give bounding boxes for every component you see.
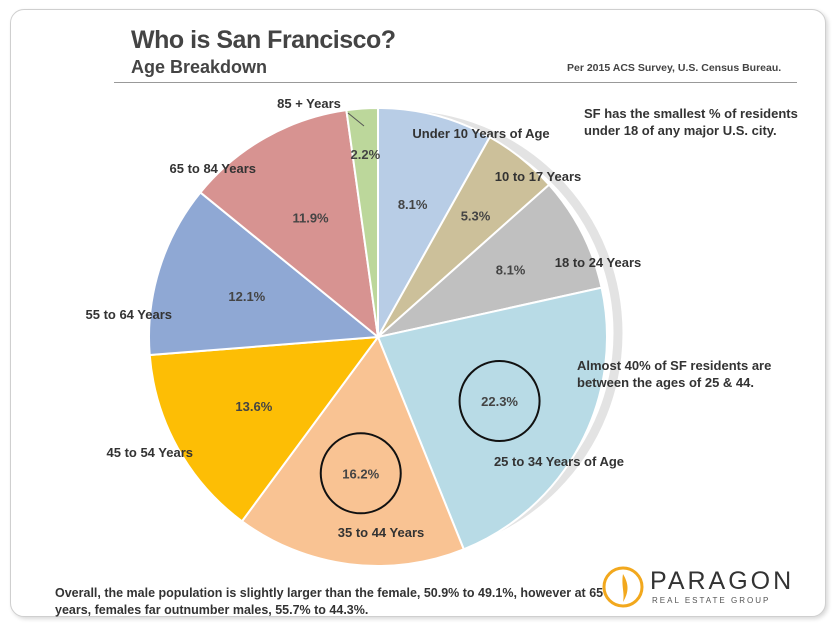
chart-title: Who is San Francisco? (131, 26, 396, 54)
slice-name-label: 65 to 84 Years (170, 161, 257, 176)
slice-name-label: 25 to 34 Years of Age (494, 454, 624, 469)
label-leader-line (347, 112, 365, 127)
slice-name-label: 55 to 64 Years (86, 307, 173, 322)
highlight-circle (319, 432, 402, 515)
slice-percent-label: 13.6% (235, 399, 272, 414)
annotation-25-44: Almost 40% of SF residents are between t… (577, 358, 772, 390)
slice-percent-label: 16.2% (342, 466, 379, 481)
pie-slice (374, 183, 603, 339)
slice-name-label: 45 to 54 Years (107, 445, 194, 460)
pie-slice (377, 106, 492, 341)
logo-wordmark: PARAGON (650, 567, 795, 595)
highlight-circle (458, 360, 541, 443)
slice-percent-label: 11.9% (292, 210, 329, 225)
annotation-under-18: SF has the smallest % of residents under… (584, 106, 798, 138)
slice-name-label: 18 to 24 Years (555, 255, 642, 270)
slice-percent-label: 8.1% (496, 262, 526, 277)
paragon-logo: PARAGON REAL ESTATE GROUP (602, 565, 807, 610)
chart-subtitle: Age Breakdown (131, 57, 268, 77)
slice-percent-label: 2.2% (351, 147, 381, 162)
pie-slice (376, 286, 608, 551)
flame-icon (602, 566, 644, 608)
slice-name-label: 85 + Years (277, 96, 341, 111)
slice-percent-label: 22.3% (481, 394, 518, 409)
pie-slice (148, 335, 381, 523)
pie-slice (198, 109, 380, 340)
slice-name-label: 10 to 17 Years (495, 169, 582, 184)
logo-tagline: REAL ESTATE GROUP (652, 596, 771, 605)
pie-slice (240, 334, 466, 567)
pie-slice (345, 106, 379, 338)
slice-percent-label: 12.1% (228, 289, 265, 304)
source-note: Per 2015 ACS Survey, U.S. Census Bureau. (567, 62, 782, 74)
slice-name-label: 35 to 44 Years (338, 525, 425, 540)
footer-note: Overall, the male population is slightly… (55, 586, 611, 617)
slice-percent-label: 5.3% (461, 209, 491, 224)
title-divider (114, 82, 797, 83)
pie-slice (148, 191, 381, 357)
slice-percent-label: 8.1% (398, 197, 428, 212)
slice-name-label: Under 10 Years of Age (412, 126, 549, 141)
